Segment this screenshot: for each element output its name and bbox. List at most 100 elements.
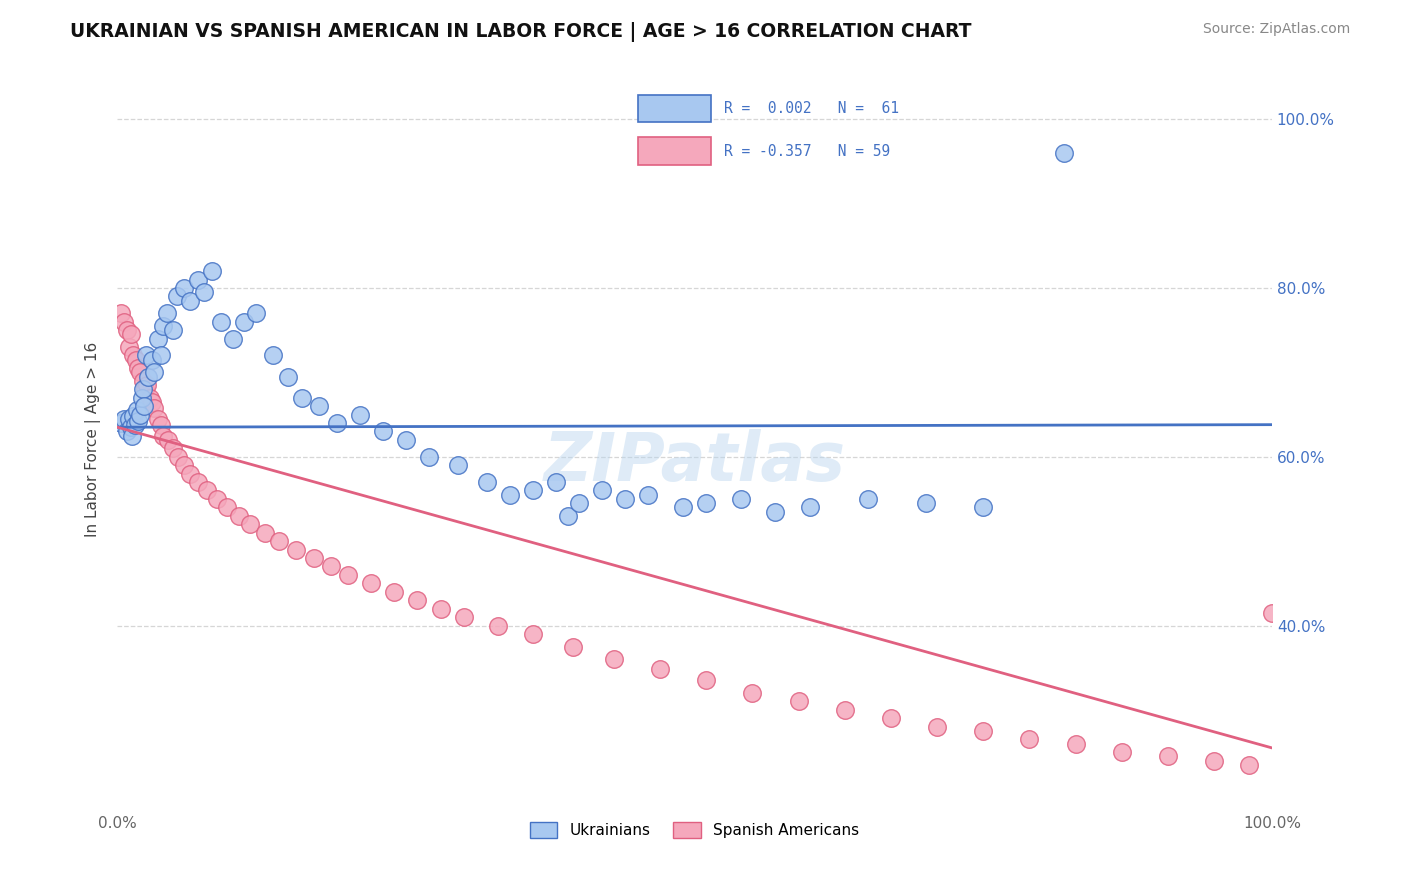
Point	[132, 399, 155, 413]
Point	[129, 365, 152, 379]
Point	[637, 488, 659, 502]
Point	[382, 584, 405, 599]
Point	[157, 433, 180, 447]
Text: Source: ZipAtlas.com: Source: ZipAtlas.com	[1202, 22, 1350, 37]
Point	[110, 306, 132, 320]
Point	[319, 559, 342, 574]
Point	[337, 567, 360, 582]
Point	[118, 340, 141, 354]
Point	[131, 374, 153, 388]
Point	[834, 703, 856, 717]
Point	[787, 694, 810, 708]
Point	[135, 348, 157, 362]
Point	[162, 323, 184, 337]
Point	[741, 686, 763, 700]
Point	[522, 627, 544, 641]
Point	[291, 391, 314, 405]
Point	[121, 428, 143, 442]
Point	[166, 289, 188, 303]
Point	[648, 662, 671, 676]
Point	[222, 332, 245, 346]
Point	[914, 496, 936, 510]
Point	[141, 395, 163, 409]
Point	[115, 425, 138, 439]
Point	[1261, 606, 1284, 620]
Point	[730, 491, 752, 506]
Point	[486, 618, 509, 632]
Point	[799, 500, 821, 515]
Point	[134, 382, 156, 396]
Point	[245, 306, 267, 320]
Point	[205, 491, 228, 506]
Point	[138, 391, 160, 405]
Point	[695, 496, 717, 510]
Point	[125, 352, 148, 367]
Point	[122, 409, 145, 424]
Point	[360, 576, 382, 591]
Point	[856, 491, 879, 506]
Point	[325, 416, 347, 430]
Point	[695, 673, 717, 688]
Point	[195, 483, 218, 498]
Point	[201, 264, 224, 278]
Point	[110, 416, 132, 430]
Point	[131, 391, 153, 405]
Point	[120, 327, 142, 342]
Point	[1157, 749, 1180, 764]
Point	[1064, 737, 1087, 751]
Point	[115, 323, 138, 337]
Point	[1018, 732, 1040, 747]
Point	[1237, 757, 1260, 772]
Point	[880, 711, 903, 725]
Point	[120, 420, 142, 434]
Point	[162, 442, 184, 456]
Point	[603, 652, 626, 666]
Point	[228, 508, 250, 523]
Point	[285, 542, 308, 557]
Point	[429, 601, 451, 615]
Point	[138, 369, 160, 384]
Point	[557, 508, 579, 523]
Point	[233, 315, 256, 329]
Point	[591, 483, 613, 498]
Point	[141, 352, 163, 367]
Point	[112, 315, 135, 329]
Point	[972, 500, 994, 515]
Point	[125, 403, 148, 417]
Point	[167, 450, 190, 464]
Point	[406, 593, 429, 607]
Point	[179, 467, 201, 481]
Point	[395, 433, 418, 447]
Point	[215, 500, 238, 515]
Point	[267, 534, 290, 549]
Point	[129, 408, 152, 422]
Point	[122, 348, 145, 362]
Point	[262, 348, 284, 362]
Point	[254, 525, 277, 540]
Point	[568, 496, 591, 510]
Point	[544, 475, 567, 489]
Point	[143, 365, 166, 379]
Point	[371, 425, 394, 439]
Text: UKRAINIAN VS SPANISH AMERICAN IN LABOR FORCE | AGE > 16 CORRELATION CHART: UKRAINIAN VS SPANISH AMERICAN IN LABOR F…	[70, 22, 972, 42]
Point	[173, 281, 195, 295]
Point	[127, 361, 149, 376]
Point	[187, 272, 209, 286]
Point	[418, 450, 440, 464]
Point	[146, 332, 169, 346]
Legend: Ukrainians, Spanish Americans: Ukrainians, Spanish Americans	[523, 816, 866, 845]
Point	[1053, 145, 1076, 160]
Point	[143, 401, 166, 415]
Point	[152, 318, 174, 333]
Point	[522, 483, 544, 498]
Point	[173, 458, 195, 472]
Point	[1204, 754, 1226, 768]
Point	[150, 417, 173, 432]
Point	[562, 640, 585, 654]
Point	[302, 551, 325, 566]
Point	[118, 411, 141, 425]
Point	[152, 428, 174, 442]
Point	[146, 411, 169, 425]
Point	[447, 458, 470, 472]
Point	[131, 382, 153, 396]
